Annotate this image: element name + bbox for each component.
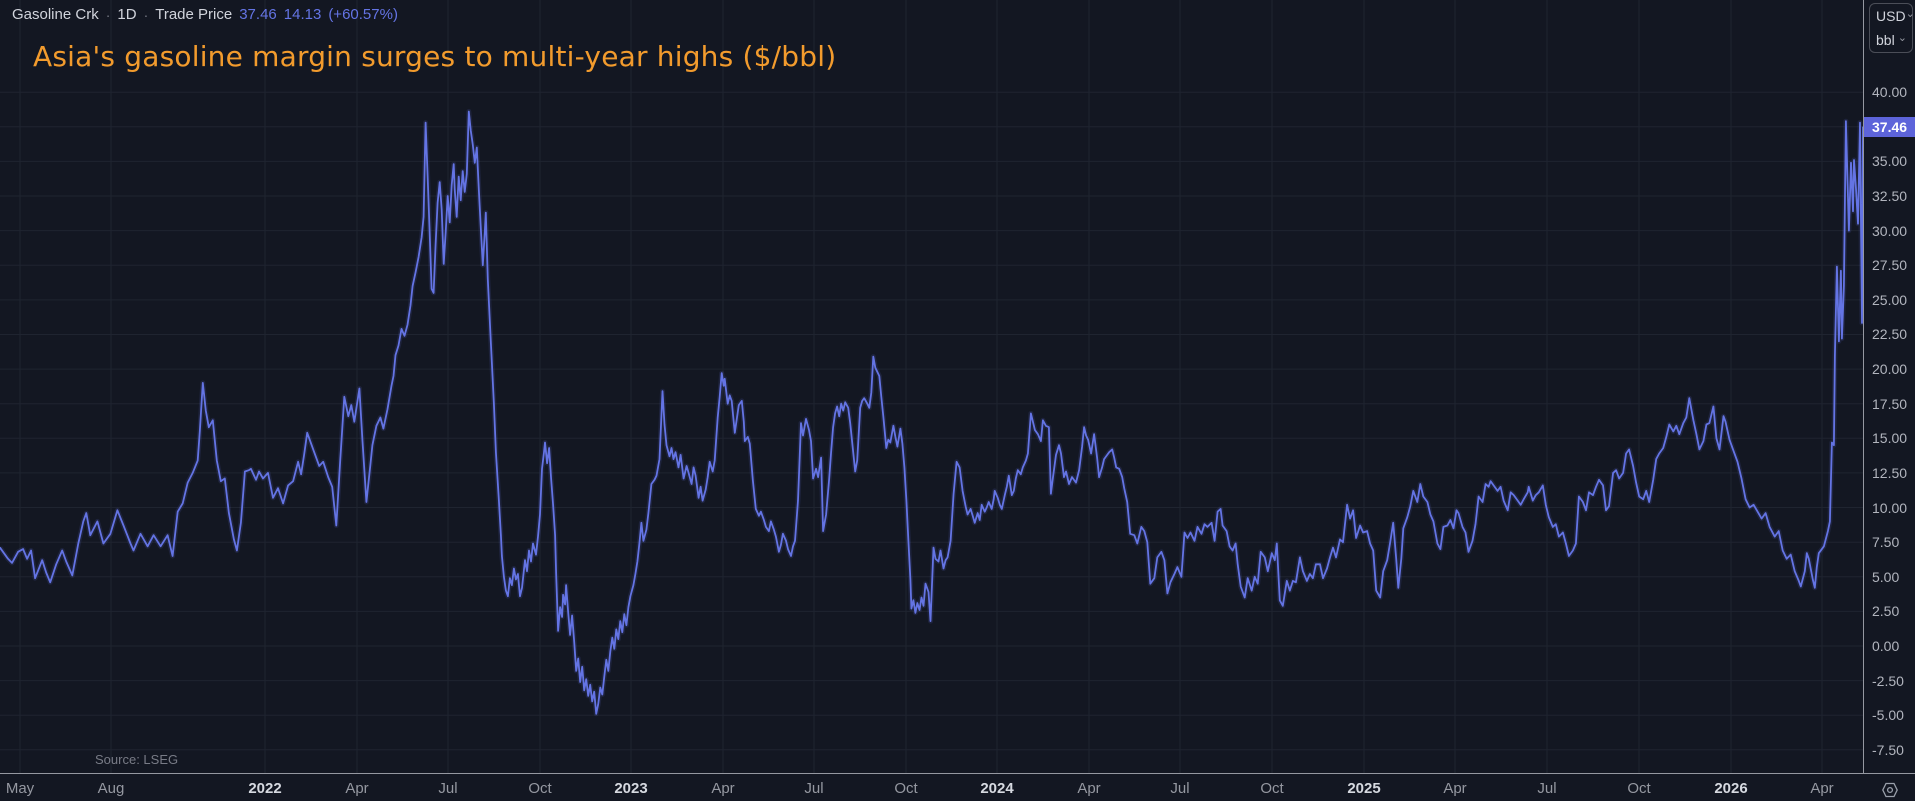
chevron-down-icon: ⌄ [1897,32,1907,44]
price-tick-label: 32.50 [1872,188,1908,204]
price-tick-label: 30.00 [1872,222,1908,239]
time-tick-month-label: Jul [1170,780,1190,797]
price-tick-label: 7.50 [1872,534,1900,551]
time-tick-month-label: Oct [894,780,918,797]
price-tick-label: 40.00 [1872,84,1908,101]
time-tick-month-label: Apr [1077,780,1101,797]
time-tick-month-label: Apr [345,780,369,797]
chart-legend: Gasoline Crk · 1D · Trade Price 37.46 14… [12,6,398,23]
price-tick-label: 25.00 [1872,291,1908,308]
change-percent-value: (+60.57%) [328,6,398,23]
change-value: 14.13 [283,6,322,23]
time-tick-month-label: Jul [1537,780,1557,797]
time-tick-month-label: Oct [1260,780,1284,797]
time-tick-year-label: 2025 [1347,780,1381,797]
price-tick-label: 27.50 [1872,257,1908,274]
interval-label[interactable]: 1D [117,6,137,23]
legend-separator: · [143,6,149,23]
currency-dropdown[interactable]: USD ⌄ [1870,4,1915,28]
price-line-series [0,109,1863,717]
symbol-name[interactable]: Gasoline Crk [12,6,99,23]
time-axis-separator[interactable] [0,773,1915,774]
price-tick-label: 20.00 [1872,361,1908,378]
price-axis-separator[interactable] [1863,0,1864,801]
last-price-badge: 37.46 [1864,117,1915,138]
price-tick-label: 17.50 [1872,395,1908,412]
price-tick-label: -2.50 [1872,672,1904,689]
gridlines [0,0,1863,773]
legend-separator: · [105,6,111,23]
time-axis-settings-icon[interactable] [1881,781,1899,799]
last-price-value: 37.46 [239,6,277,23]
unit-selector-box: USD ⌄ bbl ⌄ [1869,3,1915,53]
price-tick-label: 35.00 [1872,153,1908,170]
time-tick-month-label: Apr [1810,780,1834,797]
unit-dropdown[interactable]: bbl ⌄ [1870,28,1912,52]
price-tick-label: 2.50 [1872,603,1900,620]
time-tick-year-label: 2026 [1714,780,1748,797]
time-tick-month-label: Jul [804,780,824,797]
price-tick-label: 10.00 [1872,499,1908,516]
time-tick-month-label: Jul [438,780,458,797]
price-tick-label: -7.50 [1872,741,1904,758]
price-tick-label: 12.50 [1872,464,1908,481]
time-tick-year-label: 2022 [248,780,282,797]
time-tick-year-label: 2023 [614,780,648,797]
price-tick-label: 5.00 [1872,568,1900,585]
chevron-down-icon: ⌄ [1905,8,1915,20]
price-axis[interactable]: 37.46 40.00 35.00 32.50 30.00 27.50 25.00 22.5… [1864,0,1915,773]
time-tick-month-label: Apr [711,780,735,797]
price-tick-label: 15.00 [1872,430,1908,447]
price-tick-label: 22.50 [1872,326,1908,343]
time-tick-month-label: Apr [1443,780,1467,797]
series-type-label: Trade Price [155,6,233,23]
price-chart-canvas[interactable] [0,0,1863,773]
unit-label: bbl [1876,32,1895,48]
price-tick-label: 0.00 [1872,638,1900,654]
time-tick-year-label: 2024 [980,780,1014,797]
source-note: Source: LSEG [95,752,179,767]
time-tick-month-label: Aug [97,780,125,797]
time-tick-month-label: Oct [528,780,552,797]
time-tick-month-label: May [5,780,35,797]
currency-label: USD [1876,8,1906,24]
chart-title: Asia's gasoline margin surges to multi-y… [33,40,837,73]
time-tick-month-label: Oct [1627,780,1651,797]
price-tick-label: -5.00 [1872,707,1904,724]
time-axis[interactable]: May Aug 2022 Apr Jul Oct 2023 Apr Jul Oct 2024 Apr J… [0,774,1915,801]
